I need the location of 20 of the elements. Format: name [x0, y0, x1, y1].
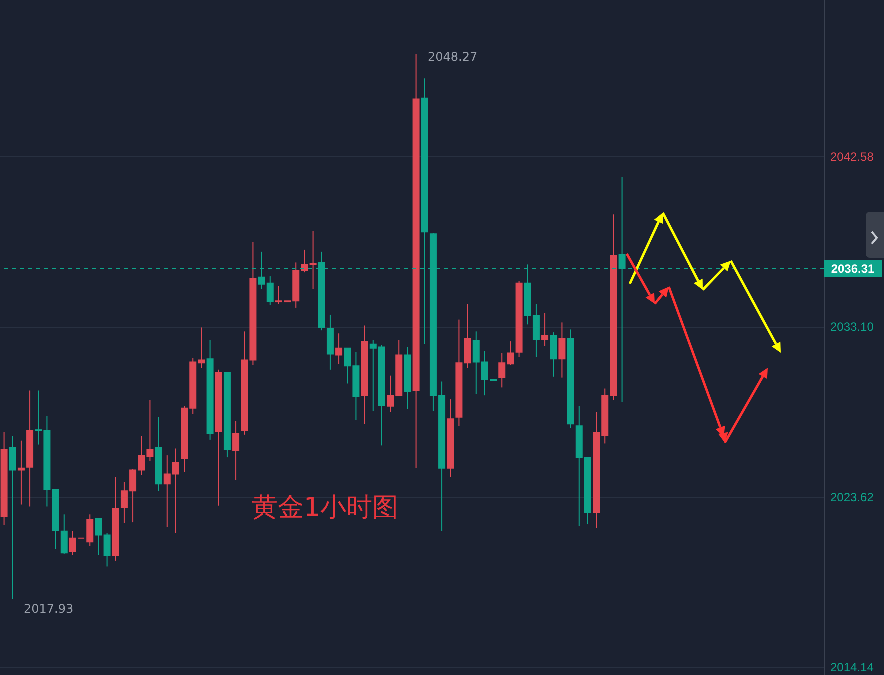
candlestick: [558, 322, 566, 378]
y-tick-label: 2033.10: [830, 320, 874, 334]
candlestick: [18, 440, 25, 506]
candlestick: [86, 514, 94, 547]
candlestick: [336, 333, 343, 365]
y-tick-label: 2023.62: [830, 490, 874, 504]
ref-line-label: 2036.31: [831, 262, 876, 276]
y-tick-label: 2014.14: [830, 660, 874, 675]
y-tick-label: 2042.58: [830, 150, 874, 164]
candlestick: [104, 532, 111, 568]
candlestick: [232, 420, 240, 481]
annotation: 黄金1小时图: [252, 493, 399, 523]
candlestick: [60, 514, 68, 554]
candlestick: [69, 530, 76, 556]
candlestick: [9, 435, 16, 600]
annotation: 2017.93: [24, 602, 74, 616]
candlestick: [550, 332, 558, 378]
candlestick: [95, 518, 102, 556]
candlestick: [542, 312, 549, 347]
annotation: 2048.27: [428, 50, 478, 64]
